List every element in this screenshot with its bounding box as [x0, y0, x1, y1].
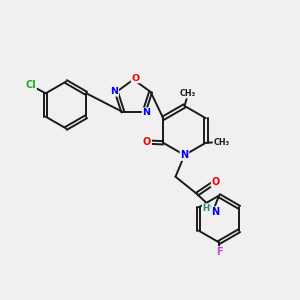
Text: N: N [180, 150, 189, 160]
Text: O: O [131, 74, 140, 82]
Text: H: H [202, 204, 210, 213]
Text: CH₃: CH₃ [213, 138, 230, 147]
Text: Cl: Cl [26, 80, 36, 90]
Text: O: O [143, 137, 151, 147]
Text: N: N [211, 207, 219, 217]
Text: N: N [142, 108, 151, 117]
Text: F: F [216, 247, 222, 257]
Text: N: N [110, 87, 118, 96]
Text: O: O [212, 177, 220, 187]
Text: CH₃: CH₃ [180, 89, 196, 98]
